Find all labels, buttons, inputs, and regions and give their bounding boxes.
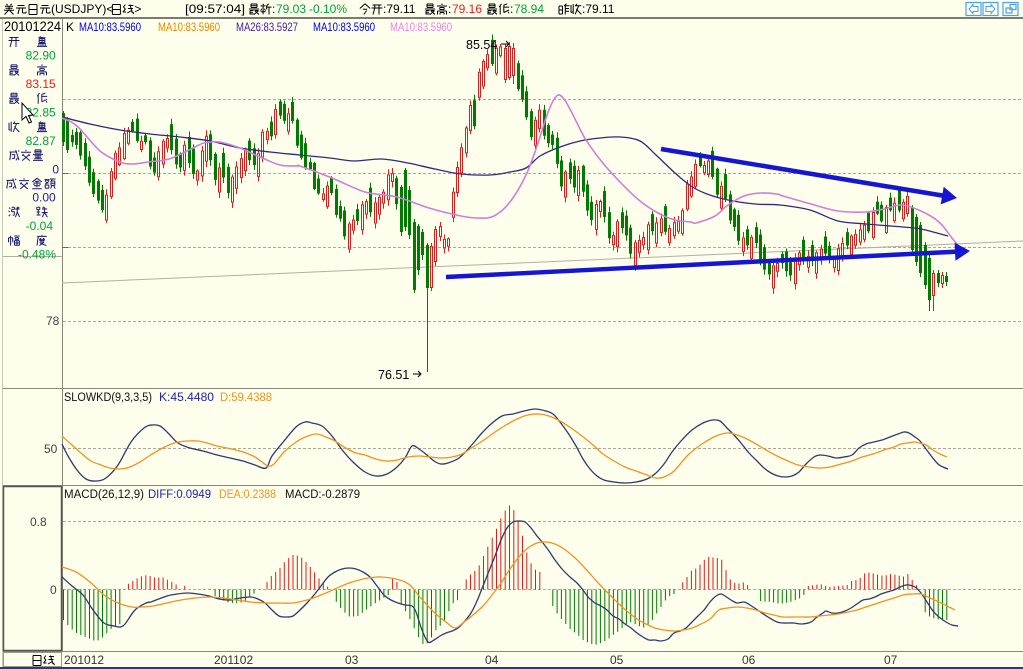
svg-text:82.87: 82.87 bbox=[26, 134, 56, 148]
svg-text:06: 06 bbox=[742, 653, 756, 667]
svg-text:MA10:83.5960: MA10:83.5960 bbox=[390, 20, 452, 34]
svg-text::: : bbox=[448, 2, 451, 16]
svg-text::79.11: :79.11 bbox=[582, 2, 615, 16]
svg-text::79.11: :79.11 bbox=[383, 2, 416, 16]
svg-text:82.85: 82.85 bbox=[26, 106, 56, 120]
svg-text:79.16: 79.16 bbox=[452, 2, 482, 16]
svg-text:(USDJPY)<: (USDJPY)< bbox=[51, 2, 113, 16]
svg-text:201102: 201102 bbox=[214, 653, 253, 667]
svg-text:78.94: 78.94 bbox=[514, 2, 544, 16]
svg-text:79.03: 79.03 bbox=[276, 2, 306, 16]
svg-text:20101224: 20101224 bbox=[4, 19, 61, 34]
svg-text:03: 03 bbox=[345, 653, 359, 667]
svg-text:50: 50 bbox=[44, 442, 58, 456]
svg-text:85.54: 85.54 bbox=[466, 38, 497, 52]
svg-text:SLOWKD(9,3,3,5): SLOWKD(9,3,3,5) bbox=[64, 392, 152, 404]
svg-text:K: K bbox=[66, 20, 74, 34]
svg-text:76.51: 76.51 bbox=[378, 368, 409, 382]
svg-text:0: 0 bbox=[52, 162, 59, 176]
svg-text:MACD:-0.2879: MACD:-0.2879 bbox=[285, 489, 360, 501]
svg-text:MA10:83.5960: MA10:83.5960 bbox=[313, 20, 375, 34]
svg-text::: : bbox=[510, 2, 513, 16]
svg-text:DEA:0.2388: DEA:0.2388 bbox=[219, 489, 276, 501]
svg-text::: : bbox=[272, 2, 275, 16]
svg-text:-0.10%: -0.10% bbox=[309, 2, 347, 16]
svg-text:07: 07 bbox=[884, 653, 898, 667]
svg-text:[09:57:04]: [09:57:04] bbox=[185, 2, 245, 16]
svg-text:83.15: 83.15 bbox=[26, 77, 56, 91]
svg-text:82.90: 82.90 bbox=[26, 49, 56, 63]
svg-text:0.00: 0.00 bbox=[32, 191, 56, 205]
svg-text:DIFF:0.0949: DIFF:0.0949 bbox=[148, 489, 211, 501]
svg-text:-0.04: -0.04 bbox=[26, 219, 54, 233]
svg-text:0.8: 0.8 bbox=[30, 515, 47, 529]
svg-text:MA26:83.5927: MA26:83.5927 bbox=[236, 20, 298, 34]
svg-text:K:45.4480: K:45.4480 bbox=[159, 392, 214, 404]
svg-text:MA10:83.5960: MA10:83.5960 bbox=[158, 20, 220, 34]
svg-text:78: 78 bbox=[46, 314, 60, 328]
svg-text:-0.48%: -0.48% bbox=[18, 248, 56, 262]
svg-text:0: 0 bbox=[50, 583, 57, 597]
svg-text:05: 05 bbox=[610, 653, 624, 667]
svg-text:>: > bbox=[134, 2, 141, 16]
svg-text:04: 04 bbox=[485, 653, 499, 667]
svg-text:201012: 201012 bbox=[64, 653, 104, 667]
svg-text:MA10:83.5960: MA10:83.5960 bbox=[79, 20, 141, 34]
svg-text:D:59.4388: D:59.4388 bbox=[220, 392, 272, 404]
svg-text:MACD(26,12,9): MACD(26,12,9) bbox=[64, 489, 144, 501]
